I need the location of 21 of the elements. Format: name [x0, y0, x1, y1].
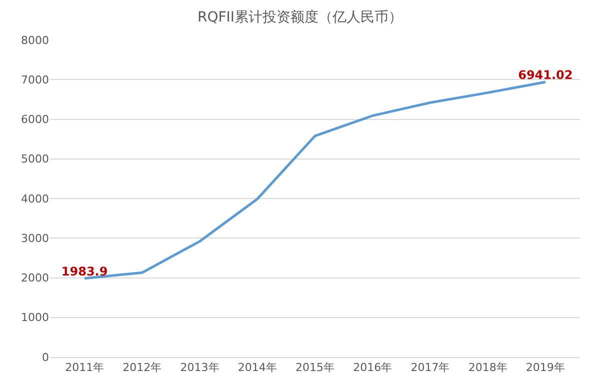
chart-title: RQFII累计投资额度（亿人民币）: [197, 10, 403, 26]
y-tick-label: 1000: [21, 311, 49, 324]
data-label: 6941.02: [518, 68, 573, 82]
x-tick-label: 2012年: [122, 361, 162, 374]
x-tick-label: 2015年: [296, 361, 334, 374]
x-tick-label: 2018年: [468, 361, 508, 374]
y-tick-label: 7000: [21, 73, 49, 86]
y-tick-label: 4000: [21, 192, 49, 206]
y-tick-label: 3000: [21, 232, 49, 245]
y-tick-label: 8000: [21, 34, 49, 47]
x-tick-label: 2013年: [180, 361, 220, 374]
y-tick-label: 0: [42, 350, 49, 364]
x-tick-label: 2019年: [526, 361, 565, 374]
y-tick-label: 2000: [21, 272, 49, 285]
x-tick-label: 2011年: [65, 361, 104, 374]
x-tick-label: 2014年: [238, 361, 277, 374]
x-tick-label: 2016年: [353, 361, 392, 374]
y-tick-label: 6000: [21, 113, 49, 126]
y-tick-label: 5000: [21, 152, 49, 166]
x-tick-label: 2017年: [410, 361, 450, 374]
data-label: 1983.9: [61, 264, 108, 278]
